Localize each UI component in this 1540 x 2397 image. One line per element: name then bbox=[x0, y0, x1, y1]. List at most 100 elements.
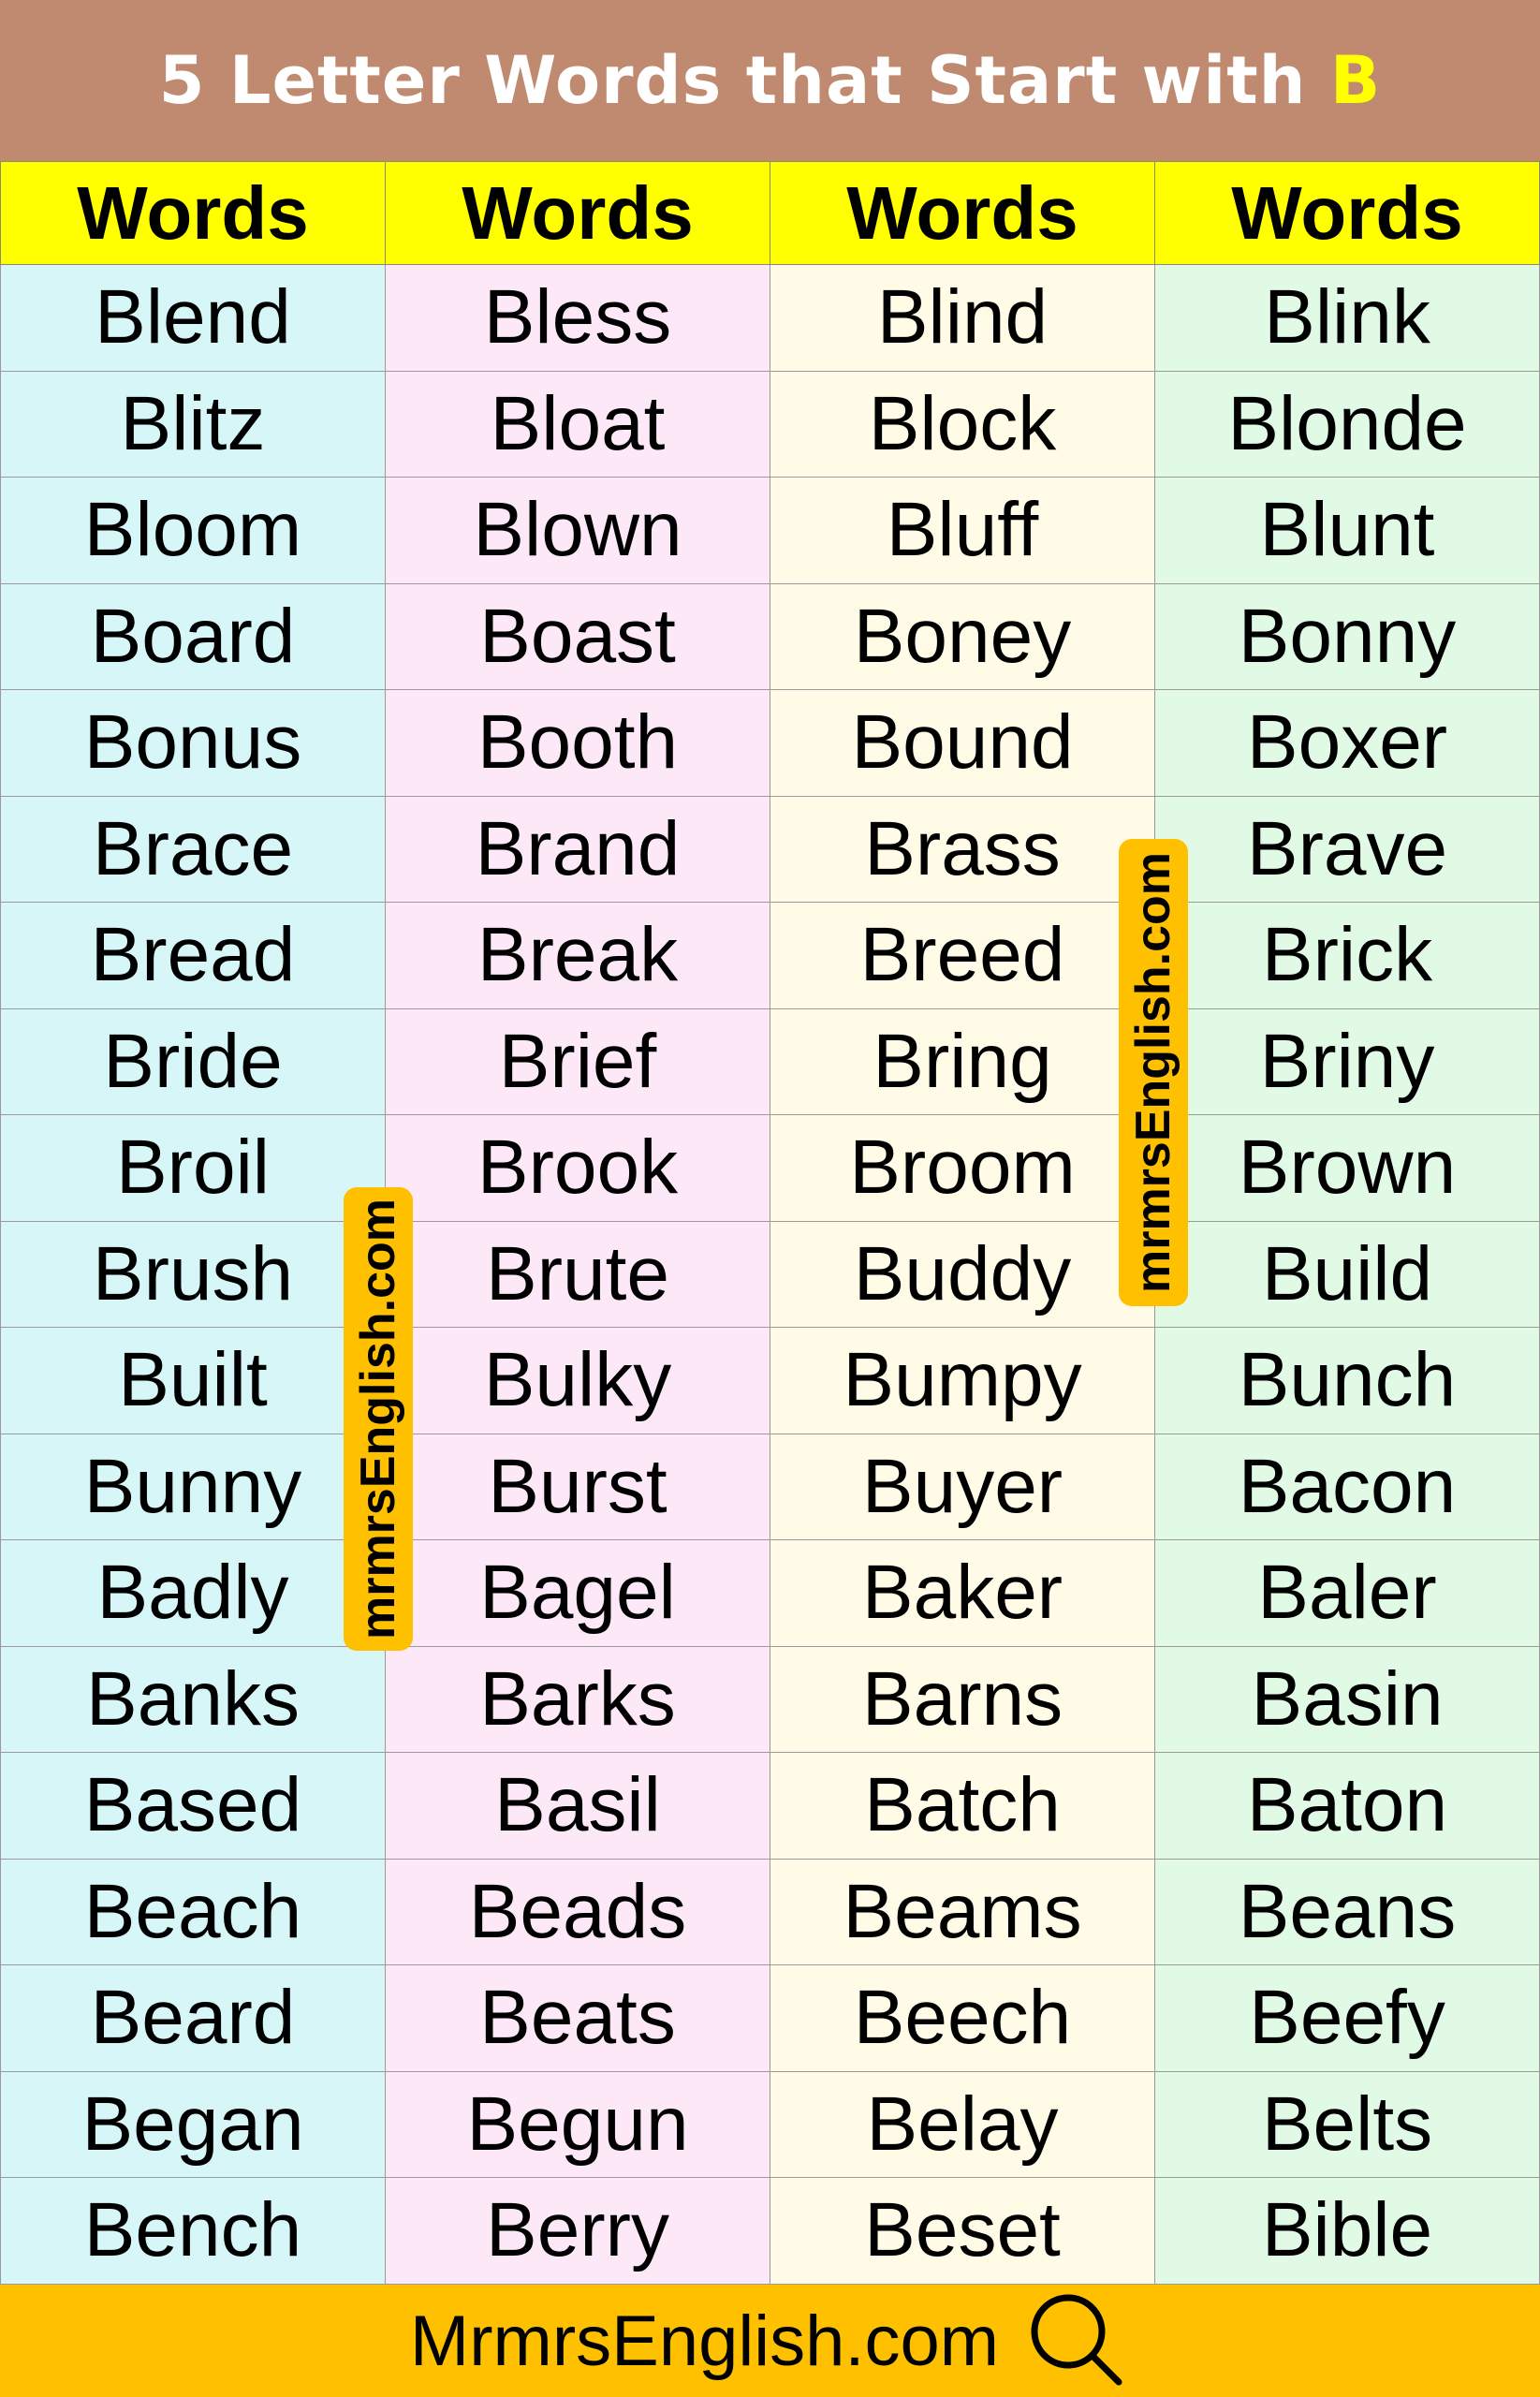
word-cell: Beams bbox=[770, 1858, 1155, 1965]
word-cell: Barks bbox=[385, 1645, 770, 1753]
word-cell: Belay bbox=[770, 2070, 1155, 2178]
word-cell: Began bbox=[0, 2070, 386, 2178]
table-row: Brush Brute Buddy Build bbox=[0, 1220, 1540, 1328]
column-header: Words bbox=[1154, 161, 1540, 265]
search-icon[interactable] bbox=[1027, 2292, 1130, 2390]
column-header: Words bbox=[770, 161, 1155, 265]
word-cell: Brand bbox=[385, 795, 770, 903]
page-title: 5 Letter Words that Start with B bbox=[0, 0, 1540, 161]
watermark-text: mrmrsEnglish.com bbox=[1126, 851, 1181, 1294]
word-cell: Beats bbox=[385, 1964, 770, 2072]
word-cell: Baler bbox=[1154, 1539, 1540, 1647]
word-cell: Bacon bbox=[1154, 1433, 1540, 1540]
word-cell: Boxer bbox=[1154, 689, 1540, 797]
word-cell: Blown bbox=[385, 477, 770, 584]
word-cell: Beach bbox=[0, 1858, 386, 1965]
word-cell: Buddy bbox=[770, 1220, 1155, 1328]
word-cell: Buyer bbox=[770, 1433, 1155, 1540]
table-row: Based Basil Batch Baton bbox=[0, 1752, 1540, 1860]
word-cell: Bloom bbox=[0, 477, 386, 584]
word-cell: Beads bbox=[385, 1858, 770, 1965]
word-cell: Break bbox=[385, 902, 770, 1009]
word-cell: Brown bbox=[1154, 1114, 1540, 1222]
word-cell: Bagel bbox=[385, 1539, 770, 1647]
word-cell: Basin bbox=[1154, 1645, 1540, 1753]
table-row: Bread Break Breed Brick bbox=[0, 902, 1540, 1009]
table-row: Badly Bagel Baker Baler bbox=[0, 1539, 1540, 1647]
word-cell: Bunny bbox=[0, 1433, 386, 1540]
watermark-badge: mrmrsEnglish.com bbox=[344, 1187, 413, 1651]
word-cell: Block bbox=[770, 370, 1155, 478]
word-cell: Bonus bbox=[0, 689, 386, 797]
word-cell: Belts bbox=[1154, 2070, 1540, 2178]
word-cell: Basil bbox=[385, 1752, 770, 1860]
word-cell: Briny bbox=[1154, 1007, 1540, 1115]
word-cell: Blind bbox=[770, 264, 1155, 372]
table-row: Broil Brook Broom Brown bbox=[0, 1114, 1540, 1222]
table-row: Banks Barks Barns Basin bbox=[0, 1645, 1540, 1753]
title-highlight-letter: B bbox=[1329, 42, 1382, 119]
word-cell: Breed bbox=[770, 902, 1155, 1009]
word-cell: Beans bbox=[1154, 1858, 1540, 1965]
word-cell: Board bbox=[0, 582, 386, 690]
word-cell: Berry bbox=[385, 2177, 770, 2285]
word-cell: Brute bbox=[385, 1220, 770, 1328]
word-table: Words Words Words Words Blend Bless Blind Blin… bbox=[0, 161, 1540, 2285]
word-cell: Begun bbox=[385, 2070, 770, 2178]
watermark-text: mrmrsEnglish.com bbox=[351, 1198, 405, 1640]
word-cell: Bonny bbox=[1154, 582, 1540, 690]
word-cell: Blunt bbox=[1154, 477, 1540, 584]
word-cell: Brick bbox=[1154, 902, 1540, 1009]
word-cell: Brace bbox=[0, 795, 386, 903]
title-text: 5 Letter Words that Start with bbox=[158, 42, 1330, 119]
footer-website[interactable]: MrmrsEnglish.com bbox=[409, 2301, 1000, 2381]
word-cell: Bloat bbox=[385, 370, 770, 478]
word-cell: Banks bbox=[0, 1645, 386, 1753]
word-cell: Brush bbox=[0, 1220, 386, 1328]
column-header: Words bbox=[385, 161, 770, 265]
word-cell: Beefy bbox=[1154, 1964, 1540, 2072]
word-cell: Based bbox=[0, 1752, 386, 1860]
word-cell: Beech bbox=[770, 1964, 1155, 2072]
word-cell: Burst bbox=[385, 1433, 770, 1540]
word-cell: Blitz bbox=[0, 370, 386, 478]
word-cell: Bluff bbox=[770, 477, 1155, 584]
word-cell: Blink bbox=[1154, 264, 1540, 372]
word-cell: Bulky bbox=[385, 1327, 770, 1434]
footer: MrmrsEnglish.com bbox=[0, 2285, 1540, 2397]
table-row: Brace Brand Brass Brave bbox=[0, 795, 1540, 903]
word-cell: Bless bbox=[385, 264, 770, 372]
word-cell: Brook bbox=[385, 1114, 770, 1222]
word-cell: Barns bbox=[770, 1645, 1155, 1753]
word-cell: Blend bbox=[0, 264, 386, 372]
word-cell: Bible bbox=[1154, 2177, 1540, 2285]
word-cell: Beard bbox=[0, 1964, 386, 2072]
table-row: Bunny Burst Buyer Bacon bbox=[0, 1433, 1540, 1540]
word-cell: Bound bbox=[770, 689, 1155, 797]
word-cell: Baton bbox=[1154, 1752, 1540, 1860]
column-header: Words bbox=[0, 161, 386, 265]
word-cell: Brave bbox=[1154, 795, 1540, 903]
word-cell: Bride bbox=[0, 1007, 386, 1115]
word-cell: Boney bbox=[770, 582, 1155, 690]
word-cell: Broil bbox=[0, 1114, 386, 1222]
watermark-badge: mrmrsEnglish.com bbox=[1119, 839, 1188, 1306]
word-cell: Build bbox=[1154, 1220, 1540, 1328]
table-row: Blitz Bloat Block Blonde bbox=[0, 370, 1540, 478]
word-cell: Broom bbox=[770, 1114, 1155, 1222]
table-row: Bonus Booth Bound Boxer bbox=[0, 689, 1540, 797]
word-cell: Booth bbox=[385, 689, 770, 797]
table-row: Bench Berry Beset Bible bbox=[0, 2177, 1540, 2285]
table-row: Board Boast Boney Bonny bbox=[0, 582, 1540, 690]
table-row: Blend Bless Blind Blink bbox=[0, 264, 1540, 372]
word-cell: Bring bbox=[770, 1007, 1155, 1115]
word-cell: Bread bbox=[0, 902, 386, 1009]
table-row: Began Begun Belay Belts bbox=[0, 2070, 1540, 2178]
header-row: Words Words Words Words bbox=[0, 161, 1540, 265]
word-cell: Beset bbox=[770, 2177, 1155, 2285]
word-cell: Batch bbox=[770, 1752, 1155, 1860]
table-row: Beach Beads Beams Beans bbox=[0, 1858, 1540, 1965]
table-row: Bloom Blown Bluff Blunt bbox=[0, 477, 1540, 584]
word-cell: Baker bbox=[770, 1539, 1155, 1647]
word-cell: Bumpy bbox=[770, 1327, 1155, 1434]
